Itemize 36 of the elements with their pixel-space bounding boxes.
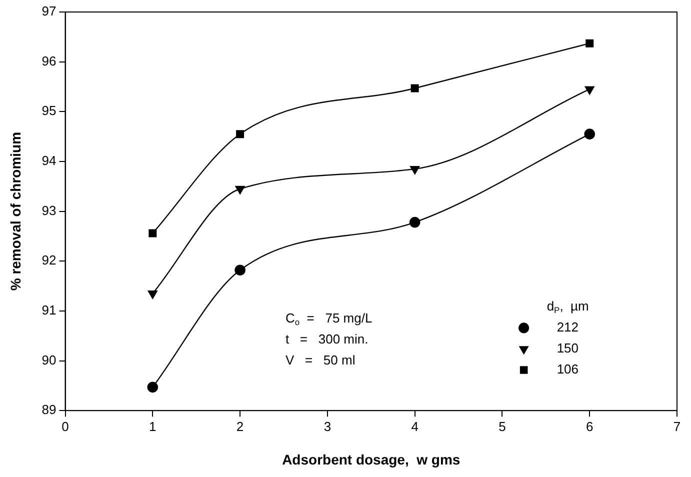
y-tick-label: 92 — [42, 252, 56, 268]
point — [147, 382, 158, 393]
x-tick-label: 6 — [586, 418, 594, 434]
x-tick-label: 0 — [62, 418, 69, 434]
point — [584, 86, 594, 95]
y-tick-label: 95 — [42, 103, 56, 118]
point — [234, 264, 246, 276]
legend-label: 212 — [556, 320, 579, 335]
point — [236, 130, 244, 138]
x-tick-label: 2 — [236, 418, 244, 434]
y-tick-label: 90 — [42, 352, 56, 368]
legend-label: 106 — [556, 362, 579, 377]
y-tick-label: 89 — [42, 402, 56, 418]
annotation: t = 300 min. — [285, 332, 368, 346]
point — [584, 128, 596, 140]
y-tick-label: 96 — [42, 53, 56, 68]
annotation: V = 50 ml — [285, 352, 356, 368]
x-tick-label: 1 — [149, 418, 156, 434]
point — [235, 186, 245, 194]
y-tick-label: 94 — [42, 153, 56, 168]
x-tick-label: 4 — [411, 418, 418, 434]
point — [586, 39, 594, 48]
point — [409, 216, 420, 228]
legend-label: 150 — [556, 340, 579, 356]
x-axis-title: Adsorbent dosage, w gms — [282, 451, 460, 468]
x-tick-label: 7 — [673, 418, 681, 434]
point — [410, 84, 419, 92]
point — [148, 229, 157, 238]
point — [410, 166, 420, 174]
y-tick-label: 93 — [42, 202, 56, 218]
point — [148, 290, 158, 299]
x-tick-label: 3 — [324, 418, 332, 434]
y-tick-label: 97 — [42, 4, 56, 19]
y-axis-title: % removal of chromium — [7, 132, 24, 291]
x-tick-label: 5 — [498, 418, 506, 434]
y-tick-label: 91 — [42, 302, 56, 318]
